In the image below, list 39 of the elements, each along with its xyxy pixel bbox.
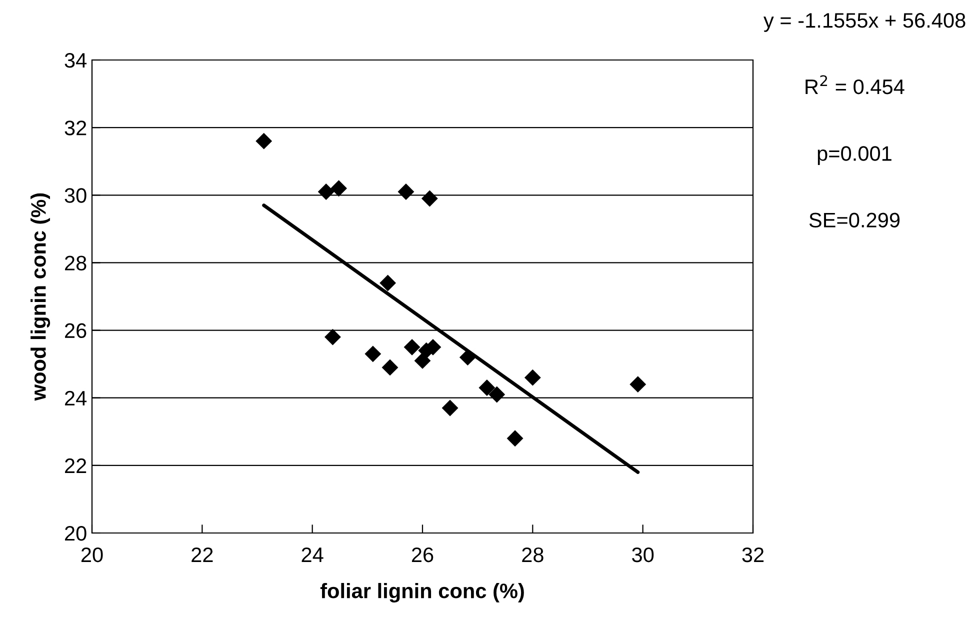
point bbox=[506, 430, 524, 447]
x-tick-label: 32 bbox=[742, 547, 764, 562]
y-tick-label: 32 bbox=[64, 120, 86, 136]
y-tick-label: 30 bbox=[64, 188, 86, 203]
point bbox=[256, 132, 272, 150]
text: y = -1.1555x + 56.408 bbox=[764, 13, 966, 32]
y-tick-label: 28 bbox=[65, 256, 86, 270]
x-axis-title: foliar lignin conc (%) bbox=[320, 582, 524, 602]
point bbox=[524, 369, 541, 386]
point bbox=[398, 184, 414, 200]
text: SE=0.299 bbox=[809, 212, 900, 228]
x-tick-label: 28 bbox=[522, 547, 544, 562]
point bbox=[318, 184, 334, 200]
y-tick-label: 22 bbox=[65, 458, 86, 473]
point bbox=[404, 338, 420, 356]
y-tick-label: 34 bbox=[64, 53, 87, 68]
point bbox=[380, 274, 396, 292]
x-tick-label: 26 bbox=[412, 547, 434, 562]
point bbox=[442, 400, 458, 416]
point bbox=[421, 190, 438, 207]
x-tick-label: 20 bbox=[81, 547, 103, 562]
point bbox=[324, 328, 341, 346]
y-tick-label: 20 bbox=[65, 526, 86, 541]
x-tick-label: 24 bbox=[302, 547, 324, 562]
y-tick-label: 24 bbox=[65, 390, 87, 406]
point bbox=[478, 380, 496, 396]
text: p=0.001 bbox=[818, 146, 892, 166]
x-tick-label: 22 bbox=[192, 547, 213, 562]
y-axis-title: wood lignin conc (%) bbox=[30, 193, 50, 401]
point bbox=[382, 359, 398, 376]
y-tick-label: 26 bbox=[65, 323, 86, 338]
point bbox=[459, 349, 476, 366]
point bbox=[330, 180, 347, 197]
point bbox=[364, 346, 382, 362]
x-tick-label: 30 bbox=[632, 547, 654, 562]
point bbox=[414, 352, 431, 369]
point bbox=[488, 386, 506, 403]
point bbox=[630, 376, 646, 393]
text: R$^{2}$ = 0.454 bbox=[806, 75, 904, 94]
